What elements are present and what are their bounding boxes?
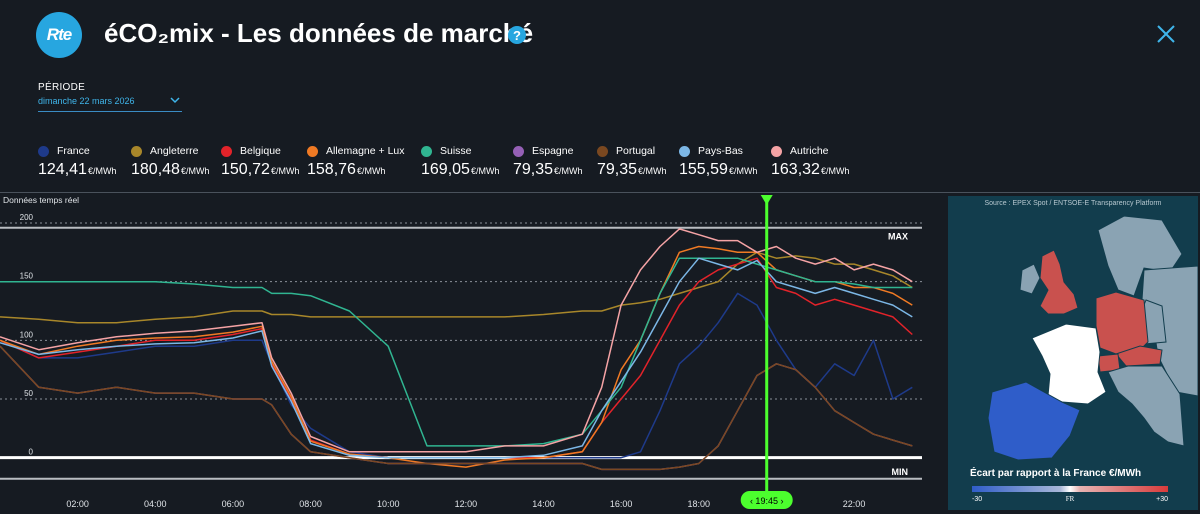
- map-scale-max: +30: [1156, 496, 1168, 503]
- cursor-label: ‹ 19:45 ›: [750, 496, 784, 506]
- legend-item[interactable]: France 124,41€/MWh: [38, 145, 116, 179]
- map-panel: Source : EPEX Spot / ENTSOE-E Transparen…: [948, 196, 1198, 510]
- legend-value: 124,41: [38, 161, 87, 178]
- legend-name: Angleterre: [150, 145, 199, 157]
- legend-value: 158,76: [307, 161, 356, 178]
- map-scale-min: -30: [972, 496, 982, 503]
- chevron-down-icon: [170, 96, 180, 106]
- legend-item[interactable]: Belgique 150,72€/MWh: [221, 145, 299, 179]
- x-tick-label: 08:00: [299, 499, 322, 509]
- x-tick-label: 14:00: [532, 499, 555, 509]
- legend-value: 169,05: [421, 161, 470, 178]
- x-tick-label: 04:00: [144, 499, 167, 509]
- series-line: [0, 345, 913, 471]
- legend-dot: [307, 145, 318, 157]
- legend-dot: [38, 145, 49, 157]
- realtime-label: Données temps réel: [3, 195, 80, 205]
- legend-name: France: [57, 145, 90, 157]
- legend-value: 155,59: [679, 161, 728, 178]
- legend-name: Suisse: [440, 145, 472, 157]
- map-legend-title: Écart par rapport à la France €/MWh: [970, 468, 1142, 479]
- legend-value: 180,48: [131, 161, 180, 178]
- help-icon[interactable]: ?: [508, 26, 526, 44]
- close-icon[interactable]: [1154, 22, 1178, 46]
- legend-unit: €/MWh: [638, 166, 667, 176]
- series-line: [0, 292, 913, 459]
- legend-item[interactable]: Angleterre 180,48€/MWh: [131, 145, 209, 179]
- legend-unit: €/MWh: [180, 166, 210, 176]
- page-title: éCO₂mix - Les données de marché: [104, 18, 534, 48]
- max-label: MAX: [888, 232, 908, 242]
- y-tick-label: 100: [20, 330, 34, 339]
- legend-dot: [131, 145, 142, 157]
- legend-dot: [221, 145, 232, 157]
- legend-dot: [421, 145, 432, 157]
- min-label: MIN: [892, 467, 909, 477]
- x-tick-label: 12:00: [455, 499, 478, 509]
- cursor-handle-icon: [760, 195, 773, 205]
- divider: [0, 192, 1200, 193]
- x-tick-label: 22:00: [843, 499, 866, 509]
- legend-value: 150,72: [221, 161, 270, 178]
- legend-unit: €/MWh: [470, 166, 500, 176]
- legend-name: Allemagne + Lux: [326, 145, 405, 157]
- europe-map: -30 FR +30: [972, 215, 1198, 503]
- legend: France 124,41€/MWh Angleterre 180,48€/MWh Be…: [38, 145, 1198, 185]
- legend-value: 163,32: [771, 161, 820, 178]
- rte-logo: Rte: [36, 12, 82, 58]
- legend-item[interactable]: Espagne 79,35€/MWh: [513, 145, 583, 179]
- map-source: Source : EPEX Spot / ENTSOE-E Transparen…: [984, 200, 1162, 207]
- legend-unit: €/MWh: [270, 166, 300, 176]
- legend-name: Pays-Bas: [698, 145, 743, 157]
- series-line: [0, 251, 913, 324]
- series-line: [0, 257, 913, 459]
- legend-unit: €/MWh: [356, 166, 386, 176]
- legend-unit: €/MWh: [554, 166, 583, 176]
- period-value: dimanche 22 mars 2026: [38, 96, 135, 106]
- legend-item[interactable]: Allemagne + Lux 158,76€/MWh: [307, 145, 405, 179]
- period-label: PÉRIODE: [38, 82, 86, 93]
- map-scale-mid: FR: [1066, 495, 1075, 503]
- legend-item[interactable]: Portugal 79,35€/MWh: [597, 145, 667, 179]
- series-line: [0, 257, 913, 459]
- x-tick-label: 02:00: [66, 499, 89, 509]
- legend-name: Belgique: [240, 145, 281, 157]
- header: Rte éCO₂mix - Les données de marché ?: [0, 0, 1200, 70]
- x-tick-label: 10:00: [377, 499, 400, 509]
- legend-name: Portugal: [616, 145, 656, 157]
- x-tick-label: 18:00: [688, 499, 711, 509]
- period-select[interactable]: dimanche 22 mars 2026: [38, 96, 182, 112]
- series-line: [0, 228, 913, 453]
- legend-dot: [771, 145, 782, 157]
- legend-dot: [597, 145, 608, 157]
- legend-dot: [679, 145, 690, 157]
- legend-unit: €/MWh: [820, 166, 850, 176]
- legend-name: Autriche: [790, 145, 829, 157]
- x-tick-label: 06:00: [222, 499, 245, 509]
- legend-unit: €/MWh: [87, 166, 117, 176]
- legend-name: Espagne: [532, 145, 574, 157]
- y-tick-label: 150: [20, 272, 34, 281]
- legend-item[interactable]: Autriche 163,32€/MWh: [771, 145, 849, 179]
- y-tick-label: 50: [24, 389, 33, 398]
- x-tick-label: 16:00: [610, 499, 633, 509]
- y-tick-label: 200: [20, 213, 34, 222]
- cursor-pill[interactable]: [740, 491, 793, 509]
- legend-unit: €/MWh: [728, 166, 758, 176]
- legend-item[interactable]: Suisse 169,05€/MWh: [421, 145, 499, 179]
- legend-value: 79,35: [597, 161, 638, 178]
- price-chart: 0 50 100 150 200 MAX MIN 02:00 04:00 06:00 08:00 10…: [0, 195, 922, 509]
- y-tick-label: 0: [29, 448, 34, 457]
- legend-item[interactable]: Pays-Bas 155,59€/MWh: [679, 145, 757, 179]
- legend-dot: [513, 145, 524, 157]
- legend-value: 79,35: [513, 161, 554, 178]
